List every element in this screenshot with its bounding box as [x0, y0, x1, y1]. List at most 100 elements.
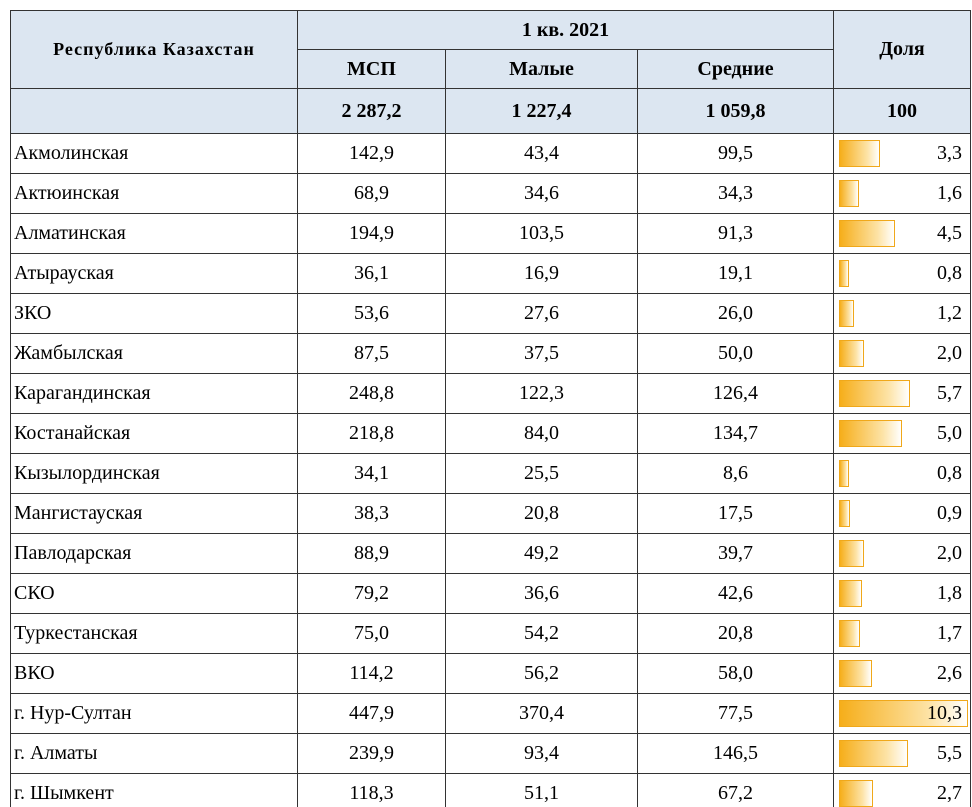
value-cell-text: 39,7 — [718, 542, 753, 564]
value-cell: 91,3 — [637, 213, 834, 254]
data-bar — [839, 460, 850, 487]
value-cell-text: 34,1 — [354, 462, 389, 484]
value-cell-text: 134,7 — [713, 422, 758, 444]
value-cell-text: 43,4 — [524, 142, 559, 164]
period-header: 1 кв. 2021 — [297, 10, 834, 50]
value-cell: 77,5 — [637, 693, 834, 734]
region-cell-text: г. Шымкент — [14, 782, 114, 804]
value-cell: 87,5 — [297, 333, 446, 374]
share-label: 2,6 — [937, 662, 962, 684]
region-cell-text: ВКО — [14, 662, 55, 684]
value-cell: 49,2 — [445, 533, 638, 574]
value-cell-text: 42,6 — [718, 582, 753, 604]
share-cell: 10,3 — [833, 693, 971, 734]
value-cell: 218,8 — [297, 413, 446, 454]
share-label: 0,8 — [937, 462, 962, 484]
column-header-text: МСП — [347, 57, 396, 80]
region-cell: Атырауская — [10, 253, 298, 294]
value-cell-text: 58,0 — [718, 662, 753, 684]
value-cell-text: 53,6 — [354, 302, 389, 324]
region-cell: ВКО — [10, 653, 298, 694]
share-label: 2,7 — [937, 782, 962, 804]
region-cell: Алматинская — [10, 213, 298, 254]
value-cell-text: 91,3 — [718, 222, 753, 244]
share-cell: 1,2 — [833, 293, 971, 334]
share-total-text: 100 — [887, 99, 917, 122]
value-cell: 122,3 — [445, 373, 638, 414]
value-cell: 25,5 — [445, 453, 638, 494]
share-label: 5,7 — [937, 382, 962, 404]
region-cell-text: СКО — [14, 582, 55, 604]
region-cell-text: Туркестанская — [14, 622, 138, 644]
column-total: 1 059,8 — [637, 88, 834, 134]
value-cell: 20,8 — [445, 493, 638, 534]
share-header: Доля — [833, 10, 971, 89]
region-cell-text: Карагандинская — [14, 382, 151, 404]
region-cell: Жамбылская — [10, 333, 298, 374]
region-cell-text: Павлодарская — [14, 542, 132, 564]
column-header-text: Средние — [697, 57, 774, 80]
region-cell: Кызылординская — [10, 453, 298, 494]
share-cell: 2,6 — [833, 653, 971, 694]
value-cell: 79,2 — [297, 573, 446, 614]
period-header-text: 1 кв. 2021 — [521, 18, 610, 41]
data-bar — [839, 340, 865, 367]
value-cell: 50,0 — [637, 333, 834, 374]
value-cell: 56,2 — [445, 653, 638, 694]
data-bar — [839, 580, 862, 607]
value-cell: 26,0 — [637, 293, 834, 334]
value-cell-text: 37,5 — [524, 342, 559, 364]
share-label: 5,5 — [937, 742, 962, 764]
value-cell: 67,2 — [637, 773, 834, 807]
share-cell: 3,3 — [833, 133, 971, 174]
value-cell-text: 218,8 — [349, 422, 394, 444]
value-cell: 38,3 — [297, 493, 446, 534]
value-cell-text: 25,5 — [524, 462, 559, 484]
value-cell: 17,5 — [637, 493, 834, 534]
value-cell: 118,3 — [297, 773, 446, 807]
value-cell: 142,9 — [297, 133, 446, 174]
region-cell: Павлодарская — [10, 533, 298, 574]
region-cell: г. Нур-Султан — [10, 693, 298, 734]
value-cell-text: 27,6 — [524, 302, 559, 324]
data-bar — [839, 540, 865, 567]
data-bar — [839, 260, 850, 287]
value-cell: 53,6 — [297, 293, 446, 334]
value-cell: 51,1 — [445, 773, 638, 807]
region-cell-text: Кызылординская — [14, 462, 160, 484]
value-cell: 8,6 — [637, 453, 834, 494]
region-cell-text: Мангистауская — [14, 502, 143, 524]
data-bar — [839, 380, 911, 407]
value-cell-text: 16,9 — [524, 262, 559, 284]
share-cell: 5,0 — [833, 413, 971, 454]
value-cell-text: 51,1 — [524, 782, 559, 804]
data-bar — [839, 500, 851, 527]
share-total: 100 — [833, 88, 971, 134]
data-bar — [839, 300, 855, 327]
share-label: 1,7 — [937, 622, 962, 644]
region-cell: Актюинская — [10, 173, 298, 214]
share-label: 10,3 — [927, 702, 962, 724]
value-cell: 75,0 — [297, 613, 446, 654]
value-cell-text: 114,2 — [349, 662, 394, 684]
value-cell-text: 146,5 — [713, 742, 758, 764]
value-cell: 34,1 — [297, 453, 446, 494]
share-cell: 4,5 — [833, 213, 971, 254]
data-bar — [839, 780, 873, 807]
region-cell: Карагандинская — [10, 373, 298, 414]
region-cell: Акмолинская — [10, 133, 298, 174]
value-cell: 248,8 — [297, 373, 446, 414]
region-cell-text: Алматинская — [14, 222, 126, 244]
value-cell: 84,0 — [445, 413, 638, 454]
column-total: 1 227,4 — [445, 88, 638, 134]
region-cell: г. Алматы — [10, 733, 298, 774]
share-label: 1,2 — [937, 302, 962, 324]
region-cell-text: Атырауская — [14, 262, 114, 284]
value-cell: 126,4 — [637, 373, 834, 414]
value-cell-text: 239,9 — [349, 742, 394, 764]
value-cell-text: 17,5 — [718, 502, 753, 524]
value-cell: 146,5 — [637, 733, 834, 774]
value-cell: 103,5 — [445, 213, 638, 254]
value-cell: 134,7 — [637, 413, 834, 454]
